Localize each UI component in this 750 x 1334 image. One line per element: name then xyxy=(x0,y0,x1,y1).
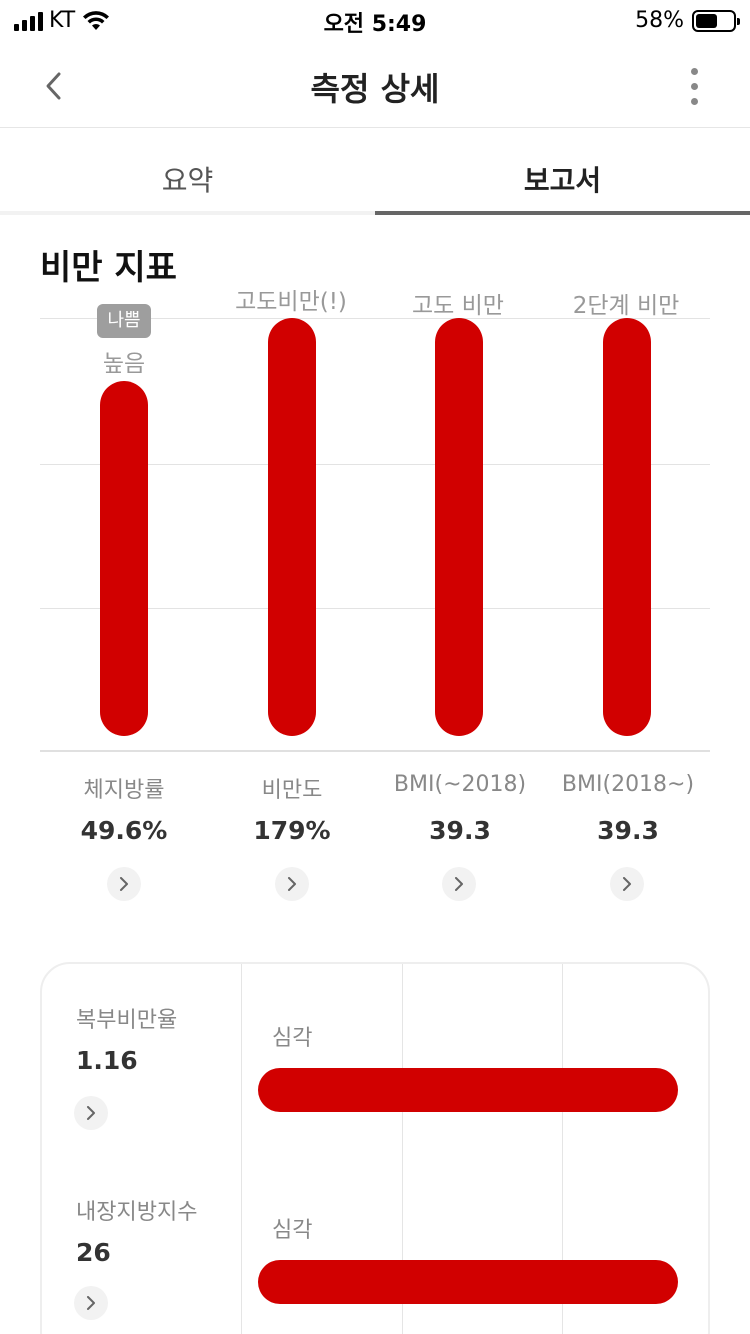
abdominal-metrics-card: 복부비만율 1.16 심각 내장지방지수 26 심각 xyxy=(40,962,710,1334)
chart-bar xyxy=(268,318,316,736)
chevron-right-icon xyxy=(455,877,463,891)
metric-level-bar xyxy=(258,1068,678,1112)
detail-chevron-button[interactable] xyxy=(74,1096,108,1130)
chart-bar xyxy=(603,318,651,736)
metric-value: 26 xyxy=(76,1238,111,1267)
gridline xyxy=(40,464,710,465)
chevron-right-icon xyxy=(623,877,631,891)
bar-status-label: 2단계 비만 xyxy=(572,293,680,319)
status-badge: 나쁨 xyxy=(97,304,151,338)
detail-chevron-button[interactable] xyxy=(610,867,644,901)
tab-bar: 요약 보고서 xyxy=(0,129,750,215)
chevron-right-icon xyxy=(288,877,296,891)
detail-chevron-button[interactable] xyxy=(74,1286,108,1320)
metric-label: 복부비만율 xyxy=(76,1008,178,1033)
column-label: BMI(~2018) xyxy=(393,772,527,797)
battery-percent: 58% xyxy=(635,8,684,33)
section-title: 비만 지표 xyxy=(40,248,177,288)
metric-label: 내장지방지수 xyxy=(76,1200,198,1225)
column-value: 49.6% xyxy=(80,816,168,845)
metric-level-bar xyxy=(258,1260,678,1304)
signal-icon xyxy=(14,11,43,31)
card-gridline xyxy=(562,964,563,1334)
battery-fill xyxy=(696,13,717,28)
metric-value: 1.16 xyxy=(76,1046,138,1075)
bar-status-label: 고도비만(!) xyxy=(235,289,347,315)
chart-bar xyxy=(100,381,148,736)
status-right: 58% xyxy=(635,8,740,33)
wifi-icon xyxy=(83,10,110,30)
tab-summary[interactable]: 요약 xyxy=(0,129,375,215)
more-vertical-icon[interactable] xyxy=(682,64,706,108)
chart-bar xyxy=(435,318,483,736)
chevron-right-icon xyxy=(120,877,128,891)
back-button[interactable] xyxy=(32,64,76,108)
battery-icon xyxy=(692,9,740,32)
metric-status: 심각 xyxy=(272,1218,313,1243)
gridline xyxy=(40,608,710,609)
chevron-right-icon xyxy=(87,1106,95,1120)
detail-chevron-button[interactable] xyxy=(275,867,309,901)
column-value: 39.3 xyxy=(597,816,659,845)
column-label: 비만도 xyxy=(261,778,323,803)
card-gridline xyxy=(402,964,403,1334)
detail-chevron-button[interactable] xyxy=(107,867,141,901)
chevron-left-icon xyxy=(46,72,61,100)
chevron-right-icon xyxy=(87,1296,95,1310)
bar-status-label: 높음 xyxy=(102,351,146,377)
status-time: 오전 5:49 xyxy=(323,12,427,37)
card-divider xyxy=(241,964,242,1334)
carrier-label: KT xyxy=(49,8,76,33)
chart-baseline xyxy=(40,750,710,752)
column-value: 39.3 xyxy=(429,816,491,845)
column-label: 체지방률 xyxy=(83,778,165,803)
detail-chevron-button[interactable] xyxy=(442,867,476,901)
nav-bar: 측정 상세 xyxy=(0,42,750,128)
metric-status: 심각 xyxy=(272,1026,313,1051)
column-value: 179% xyxy=(253,816,331,845)
gridline xyxy=(40,318,710,319)
tab-report[interactable]: 보고서 xyxy=(375,129,750,215)
bar-status-label: 고도 비만 xyxy=(412,293,504,319)
column-label: BMI(2018~) xyxy=(561,772,695,797)
status-left: KT xyxy=(14,8,111,33)
obesity-bar-chart: 나쁨 높음 고도비만(!) 고도 비만 2단계 비만 xyxy=(0,289,750,760)
page-title: 측정 상세 xyxy=(310,70,440,108)
status-bar: KT 오전 5:49 58% xyxy=(0,0,750,42)
